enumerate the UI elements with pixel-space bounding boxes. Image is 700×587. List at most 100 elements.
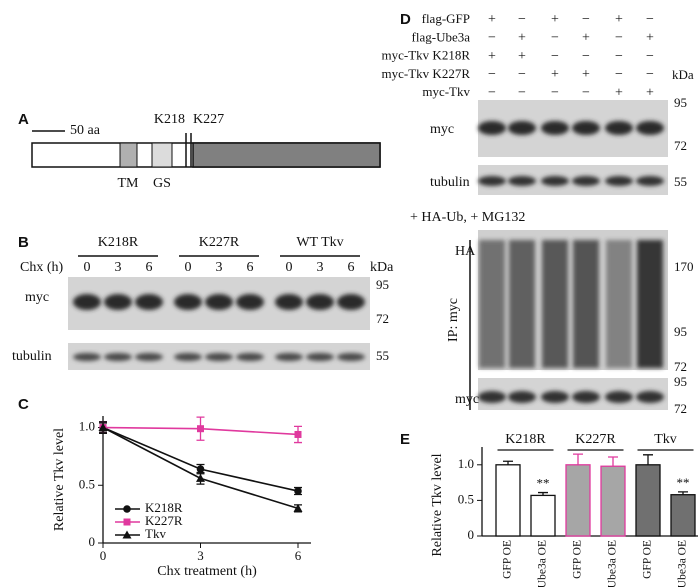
smear — [637, 240, 663, 368]
row-label: myc-Tkv K218R — [382, 48, 471, 63]
row-label: myc-Tkv K227R — [382, 66, 471, 81]
bar — [565, 464, 591, 537]
band — [205, 353, 233, 361]
x-tick-label: GFP OE — [642, 540, 654, 579]
blot-label: tubulin — [430, 175, 470, 190]
x-tick-label: 6 — [295, 548, 302, 563]
band — [135, 294, 163, 310]
smear — [509, 240, 535, 368]
sign: + — [582, 31, 590, 46]
band — [135, 353, 163, 361]
treatment-label: + HA-Ub, + MG132 — [410, 210, 525, 225]
smear — [573, 240, 599, 368]
time-label: Chx (h) — [20, 260, 64, 275]
band — [572, 121, 600, 135]
kda-label: kDa — [370, 260, 394, 275]
sign: − — [646, 49, 654, 64]
band — [636, 121, 664, 135]
group-label: WT Tkv — [296, 235, 343, 250]
band — [306, 294, 334, 310]
kda-marker: 72 — [674, 401, 687, 416]
band — [478, 391, 506, 403]
error-bar — [608, 456, 618, 467]
band — [275, 294, 303, 310]
band — [337, 353, 365, 361]
kda-marker: 95 — [674, 374, 687, 389]
sign: + — [518, 31, 526, 46]
error-bar — [573, 453, 583, 465]
point — [197, 425, 204, 433]
timepoint: 6 — [146, 260, 153, 275]
timepoint: 3 — [216, 260, 223, 275]
group-label: K227R — [199, 235, 240, 250]
x-axis-label: Chx treatment (h) — [157, 564, 257, 579]
smear — [606, 240, 632, 368]
band — [205, 294, 233, 310]
sign: + — [582, 67, 590, 82]
kda-marker: 95 — [674, 95, 687, 110]
kinase-domain — [192, 142, 381, 168]
group-label: Tkv — [654, 432, 677, 447]
point — [294, 487, 302, 495]
bar — [635, 464, 661, 537]
point — [98, 423, 108, 432]
y-tick-label: 1.0 — [458, 456, 474, 471]
legend-label: Tkv — [145, 526, 166, 541]
band — [636, 391, 664, 403]
band — [636, 176, 664, 186]
sign: − — [488, 31, 496, 46]
sign: − — [551, 49, 559, 64]
timepoint: 0 — [185, 260, 192, 275]
panel-label: E — [400, 431, 410, 448]
sign: + — [518, 49, 526, 64]
sign: + — [615, 85, 623, 100]
error-bar — [643, 454, 653, 465]
y-tick-label: 0 — [89, 534, 96, 549]
blot-label: myc — [430, 122, 454, 137]
kda-marker: 72 — [674, 138, 687, 153]
protein-schematic — [31, 130, 381, 168]
group-label: K218R — [98, 235, 139, 250]
sign: − — [518, 12, 526, 27]
y-tick-label: 0.5 — [79, 476, 95, 491]
blot-label: myc — [455, 392, 479, 407]
kda-marker: 72 — [674, 359, 687, 374]
timepoint: 0 — [286, 260, 293, 275]
x-tick-label: 0 — [100, 548, 107, 563]
band — [104, 353, 132, 361]
y-axis-label: Relative Tkv level — [430, 453, 445, 556]
sign: − — [582, 85, 590, 100]
y-tick-label: 0.5 — [458, 491, 474, 506]
point — [196, 465, 205, 473]
tm-domain — [119, 142, 138, 168]
point — [294, 430, 302, 438]
kda-label: kDa — [672, 67, 694, 82]
panel-label: C — [18, 396, 29, 413]
timepoint: 6 — [247, 260, 254, 275]
band — [337, 294, 365, 310]
sign: − — [646, 12, 654, 27]
timepoint: 6 — [348, 260, 355, 275]
legend-label: K227R — [145, 513, 183, 528]
smear — [479, 240, 505, 368]
point — [196, 473, 205, 482]
sign: + — [551, 67, 559, 82]
sign: − — [518, 85, 526, 100]
y-tick-label: 0 — [468, 527, 475, 542]
band — [541, 121, 569, 135]
sign: − — [582, 12, 590, 27]
band — [174, 294, 202, 310]
band — [605, 121, 633, 135]
ip-myc-blot — [478, 378, 668, 410]
ip-label: IP: myc — [446, 298, 461, 342]
y-axis-label: Relative Tkv level — [52, 428, 67, 531]
legend-label: K218R — [145, 500, 183, 515]
significance: ** — [537, 476, 550, 491]
gs-domain — [151, 142, 173, 168]
sign: − — [551, 85, 559, 100]
sign: − — [615, 49, 623, 64]
group-label: K227R — [575, 432, 616, 447]
scale-label: 50 aa — [70, 123, 101, 138]
point — [293, 503, 303, 512]
